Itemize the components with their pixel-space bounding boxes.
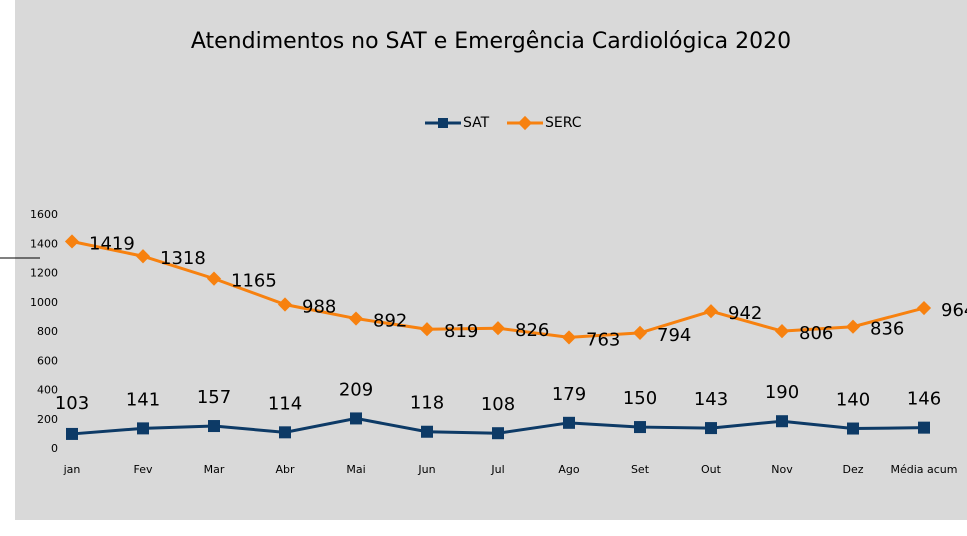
data-label: 763 bbox=[586, 329, 620, 350]
legend-marker bbox=[517, 115, 533, 131]
y-tick-label: 0 bbox=[51, 442, 58, 455]
x-tick-label: Abr bbox=[275, 463, 295, 476]
point-marker bbox=[703, 304, 719, 319]
data-label: 826 bbox=[515, 320, 549, 341]
point-marker bbox=[279, 426, 291, 439]
data-label: 1318 bbox=[160, 248, 206, 269]
point-marker bbox=[847, 422, 859, 435]
data-label: 150 bbox=[623, 388, 657, 409]
point-marker bbox=[634, 421, 646, 434]
x-tick-label: jan bbox=[63, 463, 81, 476]
x-tick-label: Set bbox=[631, 463, 650, 476]
y-tick-label: 600 bbox=[37, 354, 58, 367]
data-label: 836 bbox=[870, 319, 904, 340]
x-tick-label: Ago bbox=[558, 463, 580, 476]
point-marker bbox=[421, 425, 433, 438]
point-marker bbox=[490, 321, 506, 336]
point-marker bbox=[632, 325, 648, 340]
y-tick-label: 1400 bbox=[30, 237, 58, 250]
data-label: 1165 bbox=[231, 271, 277, 292]
point-marker bbox=[705, 422, 717, 435]
data-label: 114 bbox=[268, 393, 302, 414]
point-marker bbox=[277, 297, 293, 312]
data-label: 964 bbox=[941, 300, 967, 321]
data-label: 988 bbox=[302, 297, 336, 318]
y-tick-label: 800 bbox=[37, 325, 58, 338]
point-marker bbox=[350, 412, 362, 425]
data-label: 1419 bbox=[89, 233, 135, 254]
point-marker bbox=[561, 330, 577, 345]
point-marker bbox=[348, 311, 364, 326]
point-marker bbox=[776, 415, 788, 428]
point-marker bbox=[208, 420, 220, 433]
x-tick-label: Média acum bbox=[890, 463, 957, 476]
data-label: 146 bbox=[907, 389, 941, 410]
point-marker bbox=[66, 427, 78, 440]
point-marker bbox=[918, 421, 930, 434]
x-tick-label: Mai bbox=[346, 463, 365, 476]
data-label: 942 bbox=[728, 303, 762, 324]
y-tick-label: 1000 bbox=[30, 296, 58, 309]
data-label: 806 bbox=[799, 323, 833, 344]
x-tick-label: Nov bbox=[771, 463, 793, 476]
data-label: 794 bbox=[657, 325, 691, 346]
point-marker bbox=[774, 324, 790, 339]
point-marker bbox=[137, 422, 149, 435]
data-label: 141 bbox=[126, 389, 160, 410]
data-label: 103 bbox=[55, 393, 89, 414]
data-label: 143 bbox=[694, 389, 728, 410]
data-label: 819 bbox=[444, 321, 478, 342]
point-marker bbox=[206, 271, 222, 286]
y-tick-label: 1600 bbox=[30, 208, 58, 221]
data-label: 157 bbox=[197, 387, 231, 408]
point-marker bbox=[492, 427, 504, 440]
x-tick-label: Fev bbox=[133, 463, 152, 476]
data-label: 190 bbox=[765, 382, 799, 403]
point-marker bbox=[563, 416, 575, 429]
data-label: 209 bbox=[339, 379, 373, 400]
y-tick-label: 200 bbox=[37, 413, 58, 426]
chart-title: Atendimentos no SAT e Emergência Cardiol… bbox=[191, 29, 791, 54]
data-label: 179 bbox=[552, 384, 586, 405]
data-label: 108 bbox=[481, 394, 515, 415]
legend-label: SERC bbox=[545, 115, 582, 131]
y-tick-label: 400 bbox=[37, 384, 58, 397]
point-marker bbox=[916, 300, 932, 316]
x-tick-label: Out bbox=[701, 463, 722, 476]
point-marker bbox=[845, 319, 861, 334]
data-label: 892 bbox=[373, 311, 407, 332]
legend-label: SAT bbox=[463, 115, 490, 131]
data-label: 118 bbox=[410, 393, 444, 414]
x-tick-label: Jun bbox=[417, 463, 435, 476]
x-tick-label: Dez bbox=[842, 463, 863, 476]
point-marker bbox=[419, 322, 435, 337]
point-marker bbox=[135, 249, 151, 264]
x-tick-label: Mar bbox=[204, 463, 225, 476]
x-tick-label: Jul bbox=[490, 463, 504, 476]
legend-marker bbox=[438, 118, 448, 128]
data-label: 140 bbox=[836, 390, 870, 411]
y-tick-label: 1200 bbox=[30, 267, 58, 280]
